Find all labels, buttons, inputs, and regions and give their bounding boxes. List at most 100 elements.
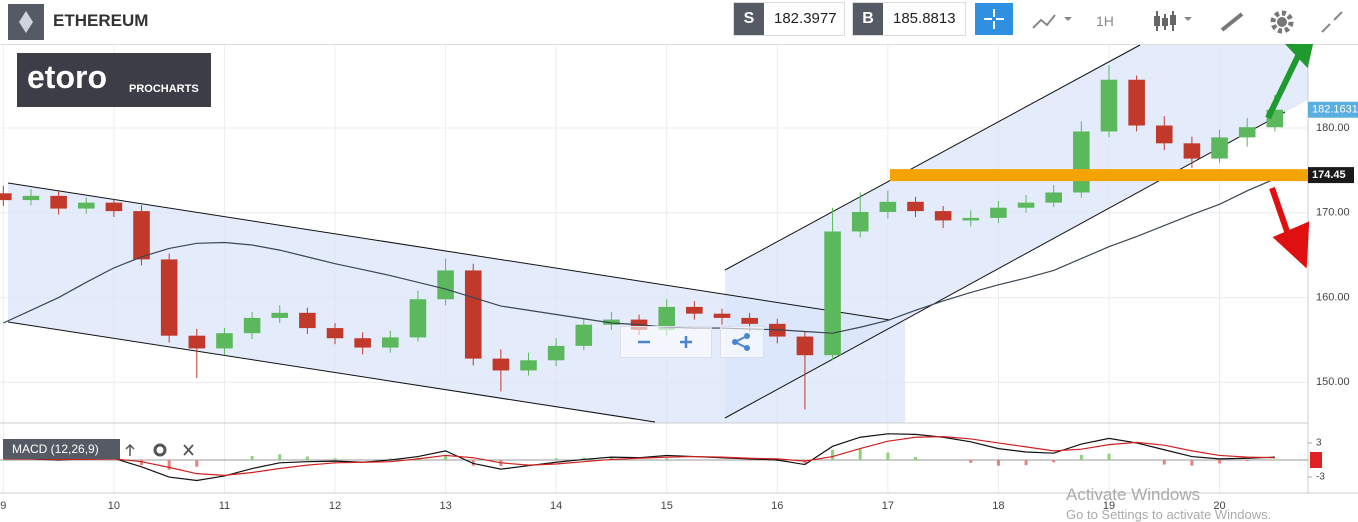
settings-button[interactable] (1268, 8, 1296, 36)
x-tick-label: 14 (550, 500, 562, 512)
draw-button[interactable] (1218, 8, 1248, 34)
x-tick-label: 10 (108, 500, 120, 512)
candle-body (962, 217, 980, 221)
collapse-icon (1321, 11, 1343, 33)
candle-body (1183, 143, 1201, 159)
candle-body (77, 202, 95, 209)
y-tick-label: 3 (1316, 438, 1322, 449)
compare-button[interactable] (1030, 8, 1078, 34)
candle-body (741, 317, 758, 324)
x-tick-label: 12 (329, 500, 341, 512)
level-label: 174.45 (1312, 169, 1346, 181)
candle-body (824, 231, 841, 356)
candle-body (22, 195, 40, 201)
indicator-tag (1310, 451, 1322, 468)
channel-line (7, 321, 656, 423)
candle-body (492, 358, 510, 371)
y-tick-label: 160.00 (1316, 291, 1350, 303)
compare-icon (1032, 14, 1072, 29)
candle-body (382, 337, 399, 348)
eth-icon (19, 11, 33, 33)
y-tick-label: 150.00 (1316, 376, 1350, 388)
chart: 9 10 11 12 13 14 15 16 17 18 19 20 150.00 160.00 170.0… (0, 44, 1358, 512)
candle-body (575, 324, 593, 346)
logo-brand: etoro (27, 59, 107, 95)
candle-body (1155, 125, 1173, 144)
draw-icon (1220, 12, 1244, 32)
channel-shade (725, 45, 1308, 418)
candle-body (354, 338, 371, 348)
candle-body (133, 211, 150, 260)
signal-line (3, 436, 1275, 476)
toolbar: ETHEREUM S 182.3977 B 185.8813 1H (0, 0, 1358, 45)
candle-body (1211, 137, 1228, 159)
candle-body (796, 336, 814, 356)
candle-body (658, 306, 676, 330)
crosshair-icon (984, 9, 1004, 29)
gear-icon (1270, 10, 1294, 34)
buy-price: 185.8813 (893, 10, 956, 27)
channel-line (7, 182, 891, 321)
zoom-icons[interactable] (621, 327, 711, 357)
instrument: ETHEREUM (53, 11, 149, 30)
sell-price: 182.3977 (774, 10, 837, 27)
candle-body (188, 335, 206, 349)
candle-body (271, 312, 289, 318)
channel-line (724, 44, 1141, 271)
share-button[interactable] (720, 326, 764, 358)
x-tick-label: 9 (0, 500, 6, 512)
logo: etoro PROCHARTS (17, 53, 211, 107)
candle-body (990, 207, 1007, 218)
candle-body (851, 211, 869, 232)
collapse-button[interactable] (1318, 8, 1346, 36)
candle-body (934, 211, 952, 221)
candle-body (713, 313, 731, 318)
candle-body (50, 195, 67, 209)
price-tag (1308, 101, 1358, 118)
indicator-tools[interactable] (120, 440, 200, 460)
candle-body (603, 319, 620, 325)
crosshair-button[interactable] (975, 3, 1013, 35)
candle-body (686, 306, 703, 314)
x-tick-label: 18 (992, 500, 1004, 512)
indicator-label[interactable]: MACD (12,26,9) (3, 439, 120, 459)
y-tick-label: 170.00 (1316, 207, 1350, 219)
timeframe[interactable]: 1H (1096, 13, 1114, 29)
share-icon (732, 333, 750, 351)
candle-body (1017, 202, 1035, 208)
buy-button[interactable]: B 185.8813 (852, 2, 966, 36)
price-label: 182.1631 (1312, 104, 1358, 116)
candle-body (520, 360, 537, 371)
x-tick-label: 20 (1213, 500, 1225, 512)
x-tick-label: 11 (219, 500, 230, 512)
moving-average (3, 178, 1276, 334)
candle-body (1238, 127, 1256, 138)
candle-body (105, 202, 123, 212)
candle-body (547, 345, 565, 361)
y-tick-label: 180.00 (1316, 122, 1350, 134)
x-tick-label: 13 (439, 500, 451, 512)
instrument-icon (8, 4, 44, 40)
logo-product: PROCHARTS (129, 83, 199, 95)
zoom-controls (620, 326, 712, 358)
candle-body (1100, 79, 1118, 132)
y-tick-label: -3 (1316, 472, 1325, 483)
x-tick-label: 15 (661, 500, 673, 512)
down-arrow (1269, 187, 1310, 269)
x-tick-label: 19 (1103, 500, 1115, 512)
candle-body (243, 317, 261, 334)
candle-body (1128, 79, 1145, 126)
candle-body (216, 333, 233, 349)
up-arrow (1265, 44, 1314, 120)
candle-body (879, 201, 897, 212)
candle-body (0, 193, 12, 201)
sell-button[interactable]: S 182.3977 (733, 2, 845, 36)
candle-body (409, 299, 427, 338)
sell-label: S (734, 3, 764, 35)
buy-label: B (853, 3, 883, 35)
x-tick-label: 17 (882, 500, 894, 512)
candle-body (437, 270, 454, 300)
chart-type-button[interactable] (1150, 8, 1198, 34)
candle-body (1045, 192, 1062, 203)
